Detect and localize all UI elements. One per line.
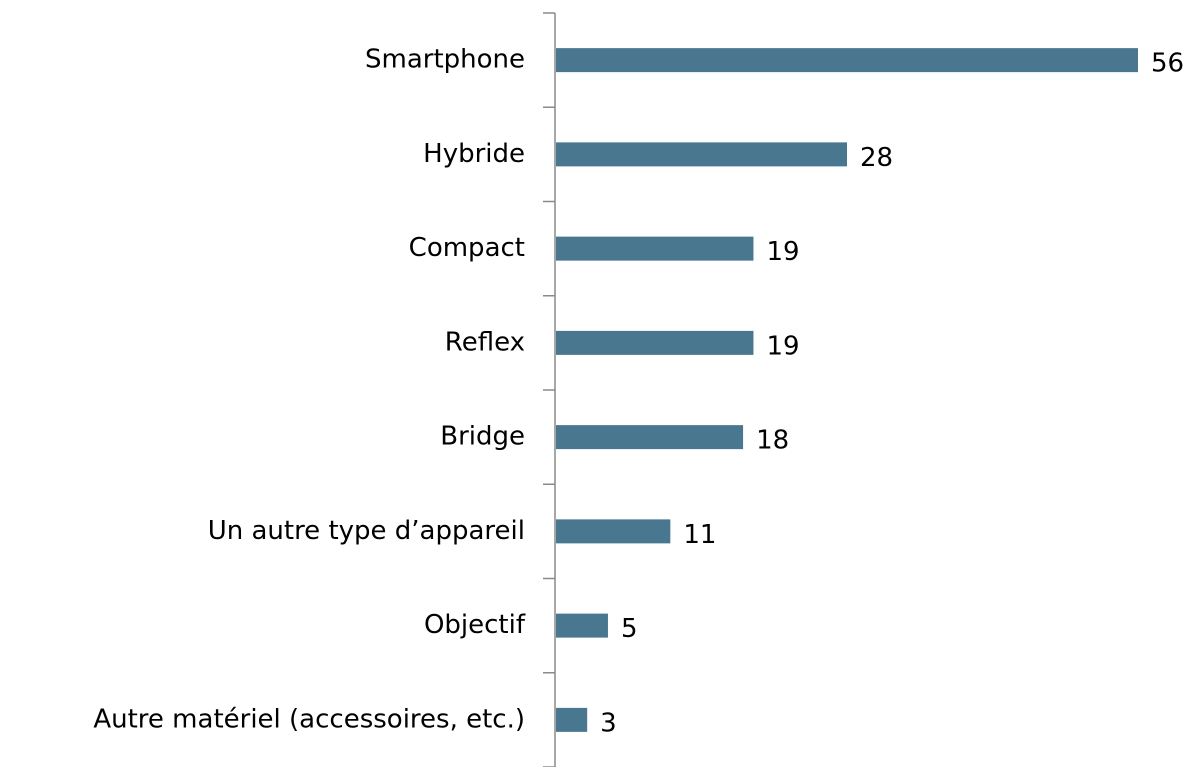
data-label: 18 — [756, 426, 789, 456]
y-tick-label: Reflex — [445, 327, 525, 357]
bar — [556, 236, 754, 261]
bar — [556, 330, 754, 355]
y-tick-label: Objectif — [424, 610, 526, 640]
y-tick-label: Bridge — [440, 422, 525, 452]
data-label: 19 — [766, 237, 799, 267]
data-label: 5 — [621, 614, 638, 644]
data-label: 56 — [1151, 49, 1184, 79]
y-tick-label: Compact — [409, 233, 525, 263]
y-tick-label: Hybride — [423, 139, 525, 169]
data-label: 28 — [860, 143, 893, 173]
bar — [556, 707, 588, 732]
data-label: 3 — [600, 708, 617, 738]
y-tick-label: Un autre type d’appareil — [208, 516, 525, 546]
y-tick-label: Autre matériel (accessoires, etc.) — [93, 704, 525, 734]
data-label: 11 — [683, 520, 716, 550]
bar — [556, 142, 847, 167]
data-label: 19 — [766, 331, 799, 361]
bar — [556, 425, 744, 450]
y-tick-label: Smartphone — [365, 45, 525, 75]
bar — [556, 48, 1138, 73]
bar — [556, 519, 671, 544]
bar — [556, 613, 608, 638]
